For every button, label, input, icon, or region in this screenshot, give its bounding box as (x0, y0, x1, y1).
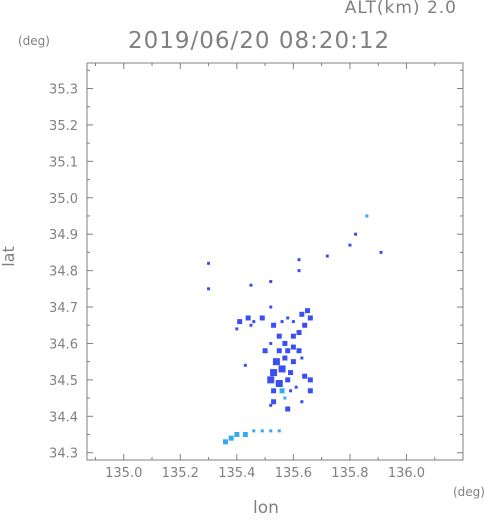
y-tick-label: 35.2 (49, 119, 78, 134)
x-tick-label: 135.6 (275, 466, 312, 481)
echo-point (260, 429, 264, 433)
echo-point (207, 287, 211, 291)
echo-point (277, 429, 281, 433)
altitude-label: ALT(km) 2.0 (344, 0, 457, 18)
echo-point (302, 373, 308, 379)
y-tick-label: 34.8 (49, 265, 78, 280)
echo-point (282, 340, 288, 346)
y-tick-label: 35.0 (49, 192, 78, 207)
echo-point (243, 363, 247, 367)
echo-point (290, 359, 296, 365)
echo-point (291, 320, 295, 324)
echo-point (307, 315, 313, 321)
echo-point (269, 429, 273, 433)
echo-point (234, 432, 240, 438)
echo-point (271, 322, 277, 328)
echo-point (252, 429, 256, 433)
echo-point (379, 250, 383, 254)
echo-point (305, 308, 311, 314)
echo-point (237, 319, 243, 325)
echo-point (275, 380, 283, 388)
echo-point (252, 320, 256, 324)
echo-point (276, 348, 282, 354)
echo-point (223, 439, 229, 445)
echo-point (267, 376, 275, 384)
y-tick-label: 35.1 (49, 155, 78, 170)
echo-point (245, 315, 251, 321)
echo-point (242, 432, 248, 438)
echo-point (290, 344, 296, 350)
echo-point (354, 232, 358, 236)
y-tick-label: 34.9 (49, 228, 78, 243)
echo-point (300, 400, 304, 404)
echo-point (278, 365, 286, 373)
echo-point (269, 305, 273, 309)
echo-point (296, 330, 302, 336)
y-tick-label: 34.5 (49, 374, 78, 389)
echo-point (302, 322, 308, 328)
echo-point (276, 333, 282, 339)
echo-point (348, 243, 352, 247)
echo-point (269, 403, 273, 407)
echo-point (280, 320, 284, 324)
echo-point (285, 348, 291, 354)
echo-point (296, 348, 302, 354)
echo-point (272, 358, 280, 366)
echo-point (283, 396, 287, 400)
echo-point (279, 388, 285, 394)
x-tick-label: 135.2 (162, 466, 199, 481)
x-tick-label: 135.8 (331, 466, 368, 481)
echo-point (262, 348, 268, 354)
echo-point (290, 333, 296, 339)
y-tick-label: 34.3 (49, 447, 78, 462)
x-tick-label: 136.0 (388, 466, 425, 481)
echo-point (299, 311, 305, 317)
echo-point (300, 356, 304, 360)
echo-point (297, 269, 301, 273)
y-tick-label: 35.3 (49, 82, 78, 97)
echo-point (228, 435, 234, 441)
echo-point (269, 341, 273, 345)
x-tick-label: 135.4 (218, 466, 255, 481)
echo-point (285, 377, 291, 383)
y-tick-label: 34.6 (49, 337, 78, 352)
echo-point (286, 316, 290, 320)
echo-point (235, 327, 239, 331)
echo-point (249, 323, 253, 327)
y-axis-unit: (deg) (18, 34, 50, 48)
echo-point (307, 388, 313, 394)
echo-point (285, 406, 291, 412)
plot-frame (86, 62, 464, 461)
echo-point (269, 280, 273, 284)
echo-point (207, 261, 211, 265)
echo-point (297, 258, 301, 262)
echo-point (365, 214, 369, 218)
x-axis-label: lon (253, 498, 279, 518)
echo-point (282, 355, 288, 361)
echo-point (294, 385, 298, 389)
x-axis-unit: (deg) (453, 485, 485, 499)
echo-point (325, 254, 329, 258)
chart-title: 2019/06/20 08:20:12 (128, 28, 391, 54)
echo-point (288, 370, 294, 376)
echo-point (271, 388, 277, 394)
echo-point (289, 389, 293, 393)
echo-point (307, 377, 313, 383)
echo-point (271, 399, 277, 405)
y-tick-label: 34.7 (49, 301, 78, 316)
echo-point (249, 283, 253, 287)
x-tick-label: 135.0 (105, 466, 142, 481)
y-tick-label: 34.4 (49, 410, 78, 425)
echo-point (259, 315, 265, 321)
echo-point (270, 369, 278, 377)
